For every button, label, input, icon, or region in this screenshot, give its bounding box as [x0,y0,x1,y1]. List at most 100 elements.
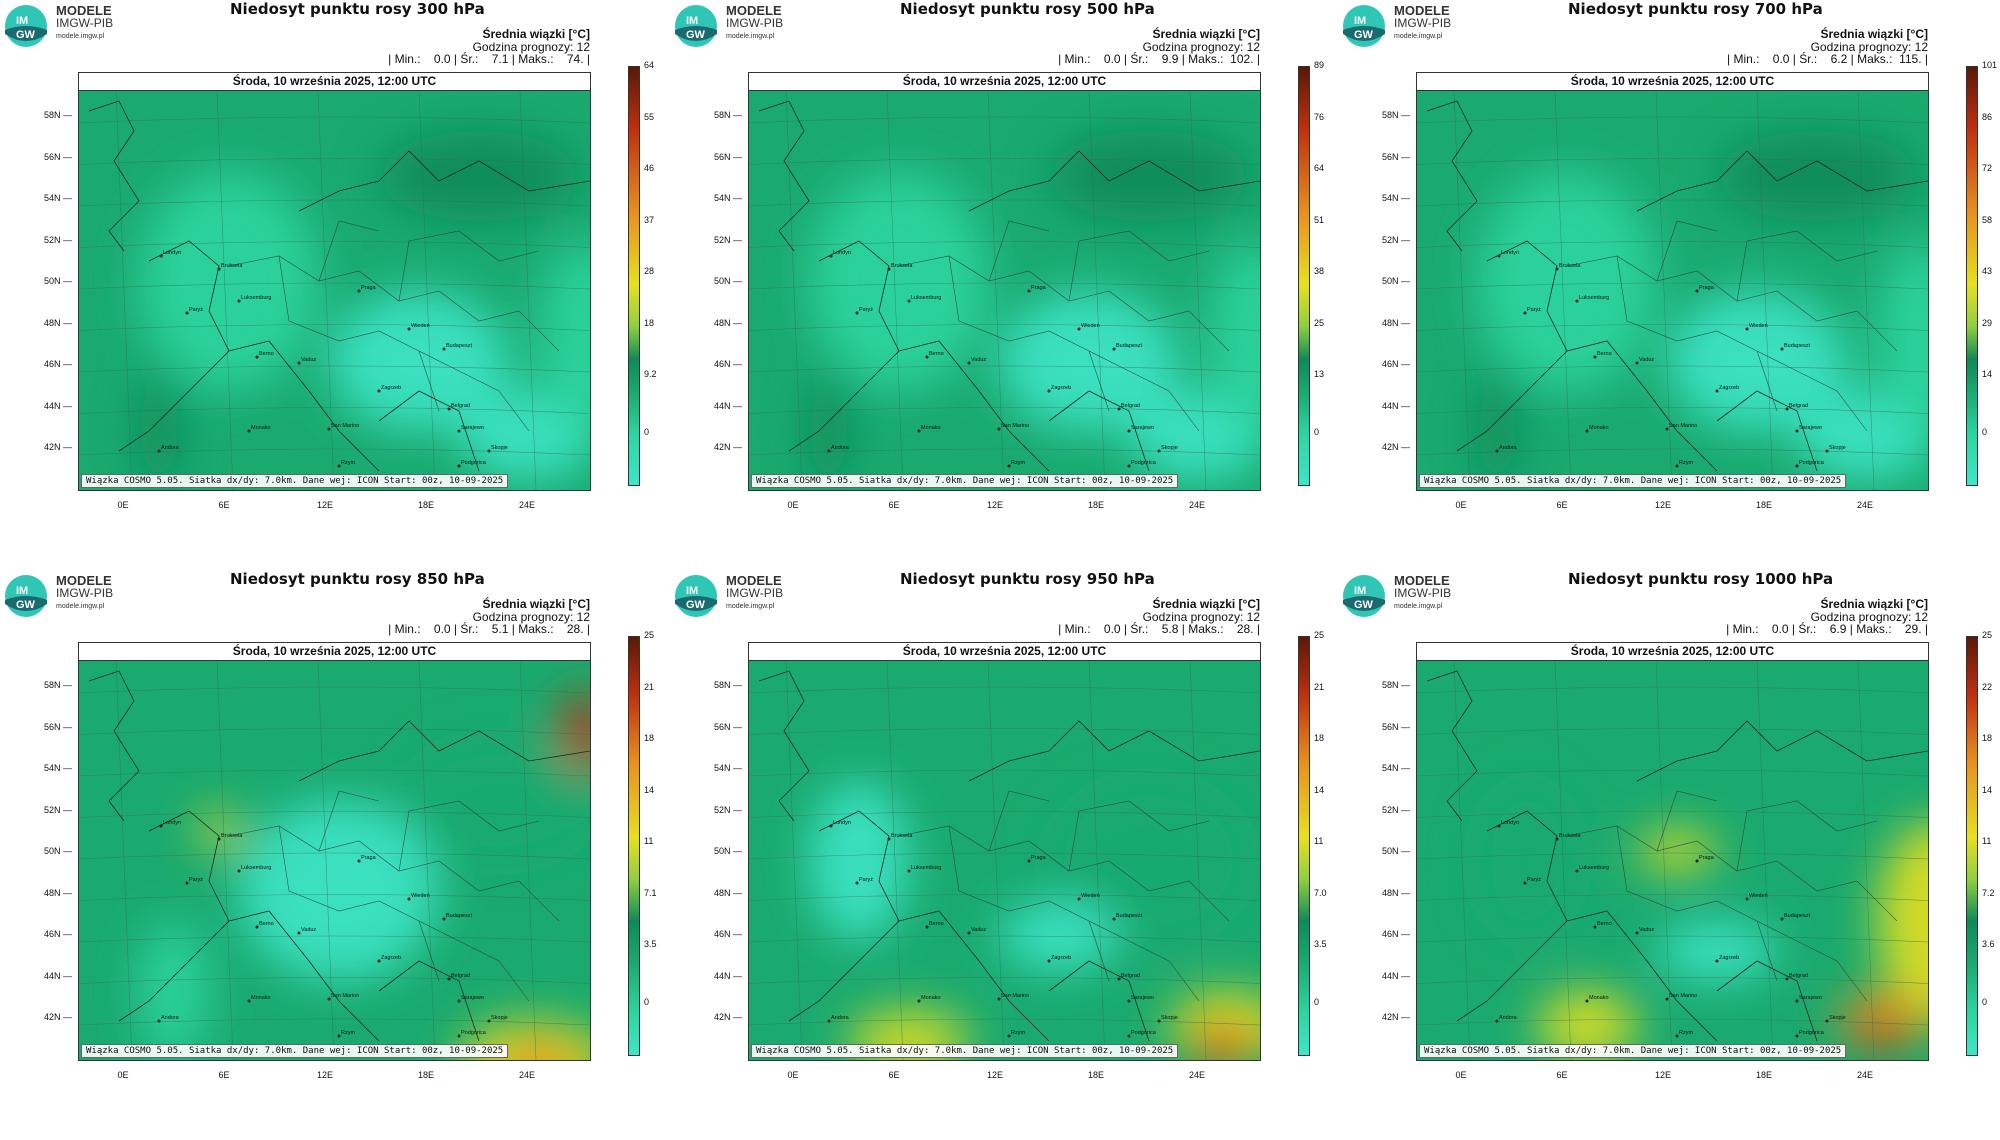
city-marker [217,267,221,271]
brand-url: modele.imgw.pl [1394,603,1443,610]
city-label: Belgrad [1789,973,1808,979]
city-label: Skopje [1829,1015,1846,1021]
colorbar-tick-label: 25 [1982,630,1993,640]
city-marker [1585,999,1589,1003]
model-info-footer: Wiązka COSMO 5.05. Siatka dx/dy: 7.0km. … [751,1044,1179,1058]
city-label: Vaduz [301,357,316,363]
brand-text: MODELE IMGW-PIB modele.imgw.pl [726,4,783,43]
colorbar-tick-label: 51 [1314,214,1325,225]
city-label: Bruksela [221,263,243,269]
longitude-tick-label: 18E [417,500,434,510]
imgw-logo-icon: IM GW [1343,5,1385,47]
colorbar-tick-label: 14 [1314,784,1325,795]
city-label: Paryż [859,307,873,313]
stats-line: | Min.: 0.0 | Śr.: 6.2 | Maks.: 115. | [1727,52,1928,66]
city-marker [997,427,1001,431]
latitude-tick-label: 58N — [43,680,72,690]
brand-url: modele.imgw.pl [1394,33,1443,40]
city-marker [1593,925,1597,929]
brand-org: IMGW-PIB [56,586,114,600]
map-field: Londyn Bruksela Luksemburg Paryż Praga Wiedeń… [749,661,1260,1060]
latitude-tick-label: 44N — [43,970,72,981]
colorbar-tick-label: 64 [1314,163,1325,173]
latitude-tick-label: 56N — [713,151,742,162]
panel-title: Niedosyt punktu rosy 950 hPa [900,570,1155,588]
city-marker [297,931,301,935]
city-label: Vaduz [1639,927,1654,933]
city-label: Rzym [1011,1030,1025,1036]
latitude-tick-label: 46N — [43,929,72,939]
city-marker [1047,389,1051,393]
brand-url: modele.imgw.pl [726,33,775,40]
svg-text:IM: IM [1354,15,1366,27]
city-marker [1745,897,1749,901]
imgw-logo-icon: IM GW [1343,575,1385,617]
colorbar-tick-label: 11 [1982,836,1992,846]
latitude-tick-label: 52N — [43,804,72,815]
city-label: Monako [251,425,271,431]
city-marker [1523,881,1527,885]
longitude-tick-label: 12E [986,500,1003,510]
map-frame: Środa, 10 września 2025, 12:00 UTC Londyn… [78,642,591,1061]
latitude-tick-label: 50N — [1381,276,1410,286]
longitude-tick-label: 12E [1654,1070,1671,1080]
city-label: San Marino [1001,423,1029,429]
city-marker [917,429,921,433]
latitude-tick-label: 42N — [43,442,72,452]
brand-text: MODELE IMGW-PIB modele.imgw.pl [56,4,113,43]
svg-text:GW: GW [16,599,36,611]
city-label: Belgrad [1789,403,1808,409]
latitude-tick-label: 54N — [713,193,742,203]
longitude-tick-label: 12E [986,1070,1003,1080]
colorbar-tick-label: 25 [644,630,655,640]
latitude-tick-label: 56N — [43,151,72,162]
longitude-tick-label: 18E [1755,1070,1772,1080]
latitude-tick-label: 58N — [43,110,72,120]
brand-org: IMGW-PIB [726,16,784,30]
svg-text:IM: IM [16,15,28,27]
latitude-tick-label: 56N — [43,721,72,732]
latitude-tick-label: 48N — [43,887,72,898]
city-label: San Marino [1669,423,1697,429]
latitude-tick-label: 52N — [1381,234,1410,245]
city-label: Luksemburg [241,295,271,301]
svg-text:IM: IM [686,15,698,27]
latitude-tick-label: 42N — [713,1012,742,1022]
city-label: Berno [929,921,944,927]
brand-url: modele.imgw.pl [56,33,105,40]
colorbar-tick-label: 76 [1314,111,1325,122]
city-label: Andora [831,1015,850,1021]
city-marker [1127,464,1131,468]
brand-name: MODELE [1394,573,1450,588]
stats-block: Średnia wiązki [°C] Godzina prognozy: 12 |… [1058,598,1260,636]
colorbar-tick-label: 55 [644,111,655,122]
city-label: San Marino [331,423,359,429]
city-label: San Marino [1669,993,1697,999]
latitude-tick-label: 52N — [713,234,742,245]
colorbar-tick-label: 0 [1982,426,1988,437]
longitude-tick-label: 0E [787,500,799,510]
city-label: Praga [361,285,377,291]
stats-block: Średnia wiązki [°C] Godzina prognozy: 12 |… [388,598,590,636]
svg-text:GW: GW [16,29,36,41]
brand-org: IMGW-PIB [1394,16,1452,30]
city-label: Podgorica [1799,1030,1825,1036]
city-marker [1117,407,1121,411]
forecast-hour: Godzina prognozy: 12 [472,39,590,54]
longitude-tick-label: 24E [1856,1070,1873,1080]
city-label: Bruksela [1559,833,1581,839]
colorbar-tick-label: 37 [644,214,655,225]
city-marker [1157,449,1161,453]
imgw-logo-icon: IM GW [5,5,47,47]
city-marker [855,311,859,315]
city-label: Paryż [1527,877,1541,883]
colorbar-tick-label: 46 [644,163,655,173]
latitude-tick-label: 48N — [1381,887,1410,898]
colorbar-tick-label: 58 [1982,214,1993,225]
stats-line: | Min.: 0.0 | Śr.: 5.8 | Maks.: 28. | [1058,622,1260,636]
city-marker [1497,254,1501,258]
city-marker [487,449,491,453]
city-marker [157,1019,161,1023]
city-label: Budapeszt [1784,343,1810,349]
city-marker [442,917,446,921]
